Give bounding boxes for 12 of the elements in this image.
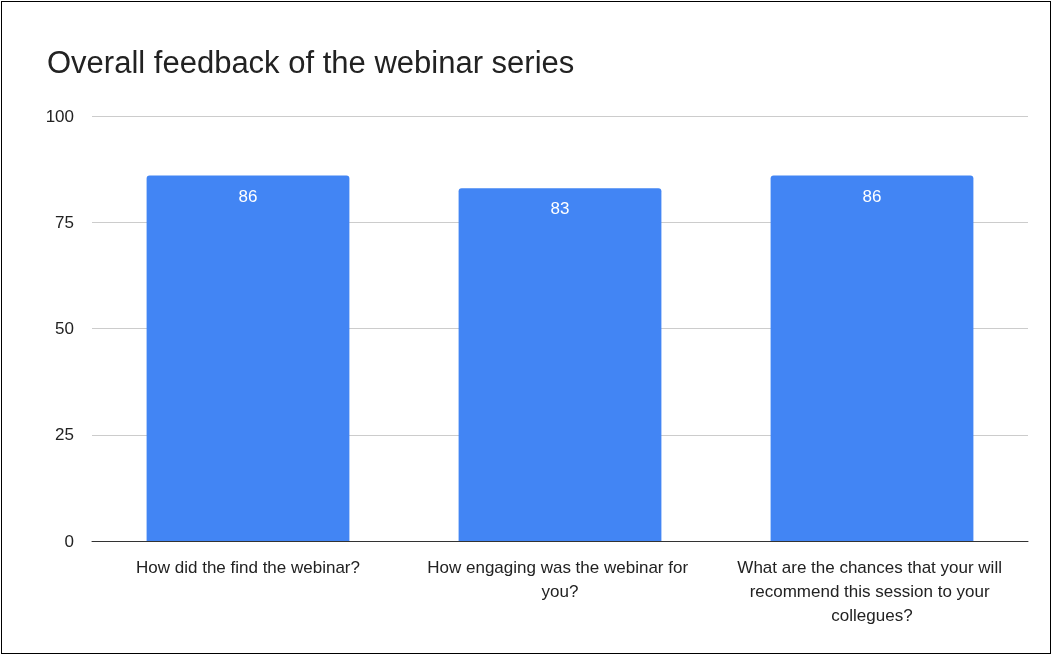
x-tick-label: What are the chances that your will recommend this session to your collegues? <box>737 557 1007 625</box>
x-tick-label: How did the find the webinar? <box>136 557 360 577</box>
data-label: 83 <box>550 199 570 219</box>
data-label: 86 <box>238 186 258 206</box>
y-tick-label: 0 <box>64 531 74 551</box>
data-label: 86 <box>862 186 882 206</box>
y-tick-label: 25 <box>55 425 74 445</box>
y-tick-label: 50 <box>55 319 74 338</box>
y-tick-label: 75 <box>55 212 74 232</box>
x-tick-label: How engaging was the webinar for you? <box>427 557 693 601</box>
y-tick-label: 100 <box>45 106 74 126</box>
chart-title: Overall feedback of the webinar series <box>47 45 575 80</box>
